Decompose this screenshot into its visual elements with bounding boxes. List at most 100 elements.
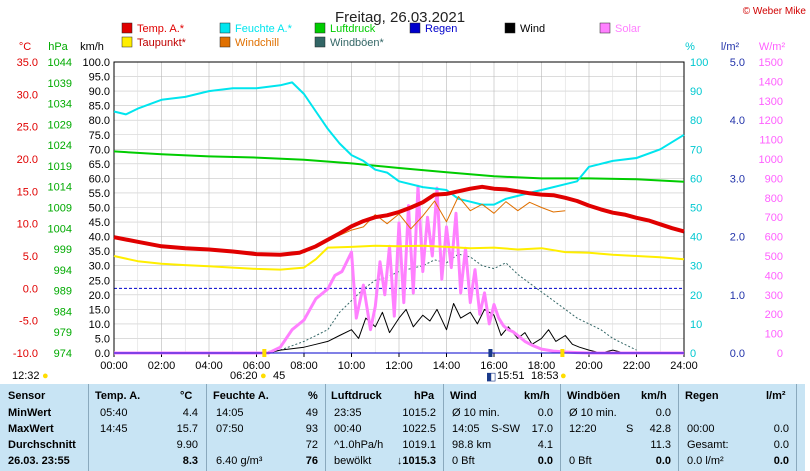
x-tick-label: 06:00 xyxy=(243,360,271,372)
tick-solar: 600 xyxy=(765,232,783,244)
cell-boeen-val: 0.0 xyxy=(655,455,671,467)
tick-celsius: -10.0 xyxy=(13,348,38,360)
weather-chart: Freitag, 26.03.2021 © Weber Mike Temp. A… xyxy=(12,6,807,372)
tick-solar: 700 xyxy=(765,212,783,224)
x-tick-label: 10:00 xyxy=(338,360,366,372)
header-feuchte-unit: % xyxy=(308,390,318,402)
chart-series xyxy=(113,81,685,355)
x-tick-label: 22:00 xyxy=(623,360,651,372)
table-separator xyxy=(796,384,797,471)
header-temp: Temp. A. xyxy=(95,390,141,402)
tick-kmh: 50.0 xyxy=(89,203,110,215)
moon-marker xyxy=(488,349,493,357)
tick-celsius: 15.0 xyxy=(17,186,38,198)
series-temp xyxy=(113,184,685,257)
table-header-row: Sensor Temp. A. °C Feuchte A. % Luftdruc… xyxy=(0,388,805,405)
series-taupunkt xyxy=(113,244,685,271)
current-time-label: 12:32 xyxy=(12,370,40,382)
tick-percent: 90 xyxy=(690,86,702,98)
tick-solar: 100 xyxy=(765,329,783,341)
tick-percent: 80 xyxy=(690,115,702,127)
tick-solar: 500 xyxy=(765,251,783,263)
tick-solar: 1200 xyxy=(759,115,783,127)
legend-label-windchill: Windchill xyxy=(235,37,279,49)
legend-label-solar: Solar xyxy=(615,23,641,35)
tick-kmh: 100.0 xyxy=(82,57,110,69)
cell-temp-val: 9.90 xyxy=(176,439,198,451)
x-tick-label: 18:00 xyxy=(528,360,556,372)
table-row: MinWert 05:40 4.4 14:05 49 23:35 1015.2 Ø 10 mi… xyxy=(0,405,805,422)
cell-boeen-val: 0.0 xyxy=(655,407,671,419)
header-regen-unit: l/m² xyxy=(766,390,786,402)
legend-swatch-luftdruck xyxy=(314,22,326,34)
copyright-label: © Weber Mike xyxy=(743,6,807,17)
time-marker-bar: 12:32 ● 06:20 ● 45 ◧ 15:51 18:53 ● xyxy=(0,366,805,384)
axis-unit-celsius: °C xyxy=(19,41,31,53)
cell-druck-val: 1019.1 xyxy=(402,439,436,451)
tick-solar: 400 xyxy=(765,270,783,282)
table-separator xyxy=(560,384,561,471)
legend-swatch-regen xyxy=(409,22,421,34)
x-tick-label: 02:00 xyxy=(148,360,176,372)
axis-unit-headers: °C hPa km/h% l/m² W/m² xyxy=(19,41,786,53)
cell-wind-a: 14:05 xyxy=(452,423,480,435)
sunrise-extra-label: 45 xyxy=(273,370,286,382)
tick-celsius: 35.0 xyxy=(17,57,38,69)
series-wind xyxy=(268,303,637,354)
legend-swatch-windchill xyxy=(219,36,231,48)
tick-celsius: 0.0 xyxy=(23,283,38,295)
legend-label-regen: Regen xyxy=(425,23,457,35)
header-wind-unit: km/h xyxy=(524,390,550,402)
tick-hpa: 974 xyxy=(54,348,72,360)
tick-percent: 20 xyxy=(690,290,702,302)
moon-time-label: 15:51 xyxy=(497,370,525,382)
cell-regen-val: 0.0 xyxy=(773,423,789,435)
tick-hpa: 1009 xyxy=(48,203,72,215)
cell-regen-a: 00:00 xyxy=(687,423,715,435)
cell-feuchte-val: 72 xyxy=(305,439,318,451)
tick-kmh: 70.0 xyxy=(89,144,110,156)
axis-unit-kmh: km/h xyxy=(80,41,104,53)
cell-temp-val: 15.7 xyxy=(176,423,198,435)
legend-label-wind: Wind xyxy=(520,23,545,35)
tick-celsius: 20.0 xyxy=(17,154,38,166)
sun-icon-sunset: ● xyxy=(560,370,567,382)
tick-rain: 5.0 xyxy=(730,57,745,69)
tick-hpa: 1039 xyxy=(48,78,72,90)
tick-rain: 0.0 xyxy=(730,348,745,360)
header-regen: Regen xyxy=(685,390,719,402)
tick-hpa: 1004 xyxy=(48,223,72,235)
cell-wind-val: 0.0 xyxy=(537,407,553,419)
tick-kmh: 10.0 xyxy=(89,319,110,331)
sunset-label: 18:53 xyxy=(531,370,559,382)
tick-kmh: 35.0 xyxy=(89,246,110,258)
table-separator xyxy=(443,384,444,471)
tick-hpa: 984 xyxy=(54,306,72,318)
x-tick-label: 20:00 xyxy=(575,360,603,372)
tick-kmh: 95.0 xyxy=(89,72,110,84)
header-luftdruck-unit: hPa xyxy=(414,390,435,402)
header-sensor: Sensor xyxy=(8,390,46,402)
tick-kmh: 65.0 xyxy=(89,159,110,171)
tick-percent: 30 xyxy=(690,261,702,273)
cell-label: Durchschnitt xyxy=(8,439,76,451)
cell-label: 26.03. 23:55 xyxy=(8,455,70,467)
chart-title: Freitag, 26.03.2021 xyxy=(335,9,465,26)
cell-temp-val: 8.3 xyxy=(182,455,198,467)
sun-icon-left: ● xyxy=(42,370,49,382)
sun-marker xyxy=(560,349,565,357)
cell-boeen-val: 42.8 xyxy=(649,423,671,435)
x-tick-label: 14:00 xyxy=(433,360,461,372)
tick-hpa: 1024 xyxy=(48,140,72,152)
cell-feuchte-time: 14:05 xyxy=(216,407,244,419)
table-separator xyxy=(678,384,679,471)
tick-rain: 1.0 xyxy=(730,290,745,302)
axis-unit-rain: l/m² xyxy=(721,41,740,53)
x-tick-label: 08:00 xyxy=(290,360,318,372)
legend-swatch-feuchte xyxy=(219,22,231,34)
cell-wind-val: 17.0 xyxy=(531,423,553,435)
tick-percent: 100 xyxy=(690,57,708,69)
tick-rain: 3.0 xyxy=(730,173,745,185)
header-temp-unit: °C xyxy=(180,390,193,402)
tick-kmh: 15.0 xyxy=(89,304,110,316)
